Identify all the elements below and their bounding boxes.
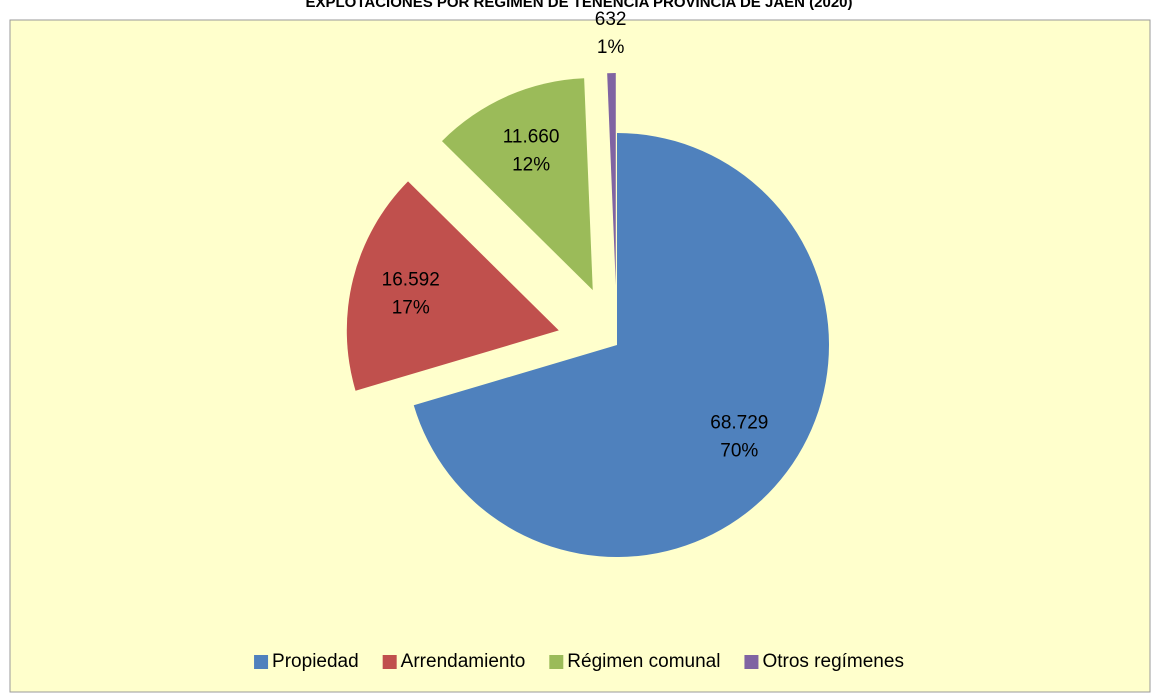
data-label: 11.660	[503, 127, 560, 148]
pie-slice	[607, 73, 616, 286]
data-label: 68.729	[710, 412, 768, 433]
pie-slice	[413, 133, 829, 557]
percent-label: 1%	[597, 37, 625, 58]
legend-swatch	[254, 655, 269, 669]
legend-label: Otros regímenes	[762, 651, 904, 672]
legend-label: Arrendamiento	[401, 651, 526, 672]
legend-label: Propiedad	[272, 651, 359, 672]
legend-swatch	[382, 655, 397, 669]
data-label: 16.592	[382, 269, 440, 290]
percent-label: 12%	[512, 155, 550, 176]
chart-title: EXPLOTACIONES POR RÉGIMEN DE TENENCIA PR…	[305, 0, 852, 11]
legend-swatch	[744, 655, 759, 669]
percent-label: 17%	[392, 297, 430, 318]
percent-label: 70%	[720, 440, 758, 461]
data-label: 632	[595, 9, 627, 30]
pie-slice	[441, 78, 593, 291]
legend: Propiedad Arrendamiento Régimen comunal Otr…	[254, 651, 904, 672]
legend-swatch	[549, 655, 564, 669]
legend-label: Régimen comunal	[567, 651, 720, 672]
pie-slice	[346, 181, 559, 391]
